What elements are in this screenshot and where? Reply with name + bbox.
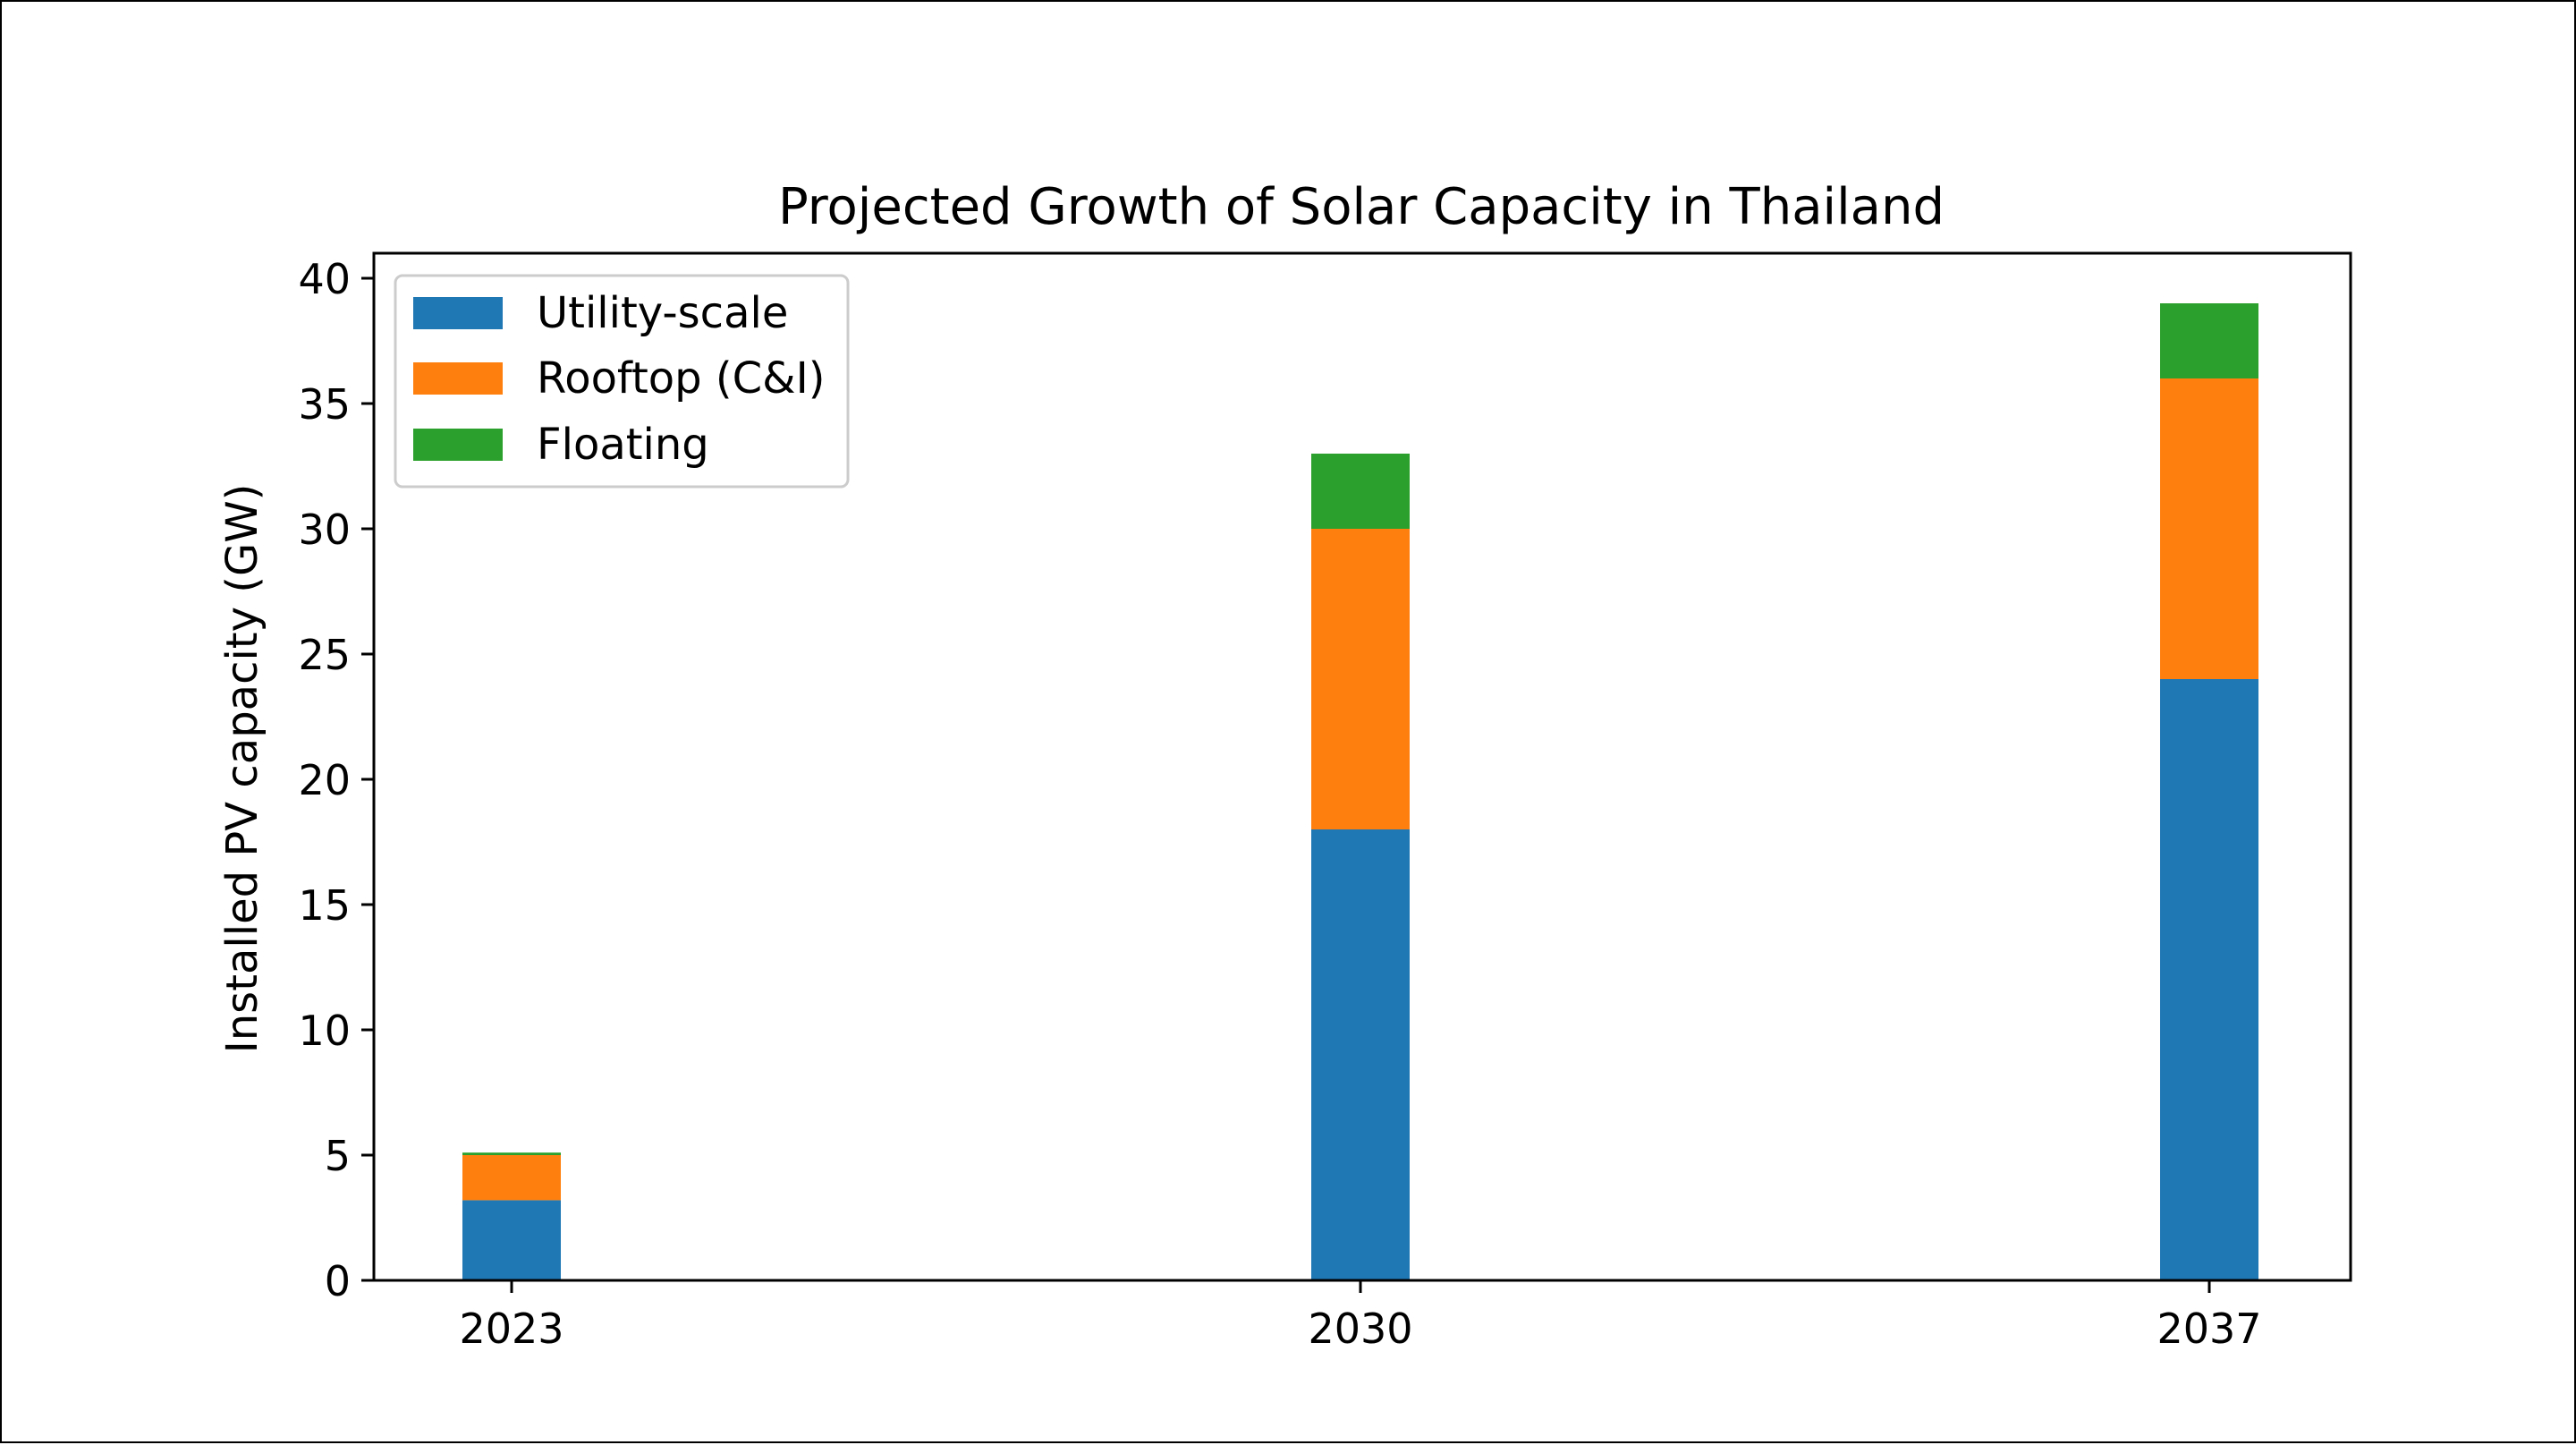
- legend-label-utility-scale: Utility-scale: [537, 288, 788, 338]
- bar-rooftop-c-i-2023: [462, 1155, 561, 1201]
- legend-label-rooftop: Rooftop (C&I): [537, 353, 825, 404]
- legend-swatch-floating: [413, 429, 503, 461]
- bar-utility-scale-2030: [1311, 829, 1410, 1280]
- x-tick-label: 2037: [2157, 1305, 2261, 1353]
- bar-utility-scale-2037: [2160, 679, 2258, 1280]
- y-tick-label: 15: [298, 881, 351, 930]
- bars-layer: [462, 303, 2258, 1280]
- y-tick-label: 20: [298, 756, 351, 804]
- y-tick-label: 5: [325, 1132, 351, 1180]
- y-axis-label: Installed PV capacity (GW): [217, 484, 267, 1054]
- y-axis-ticks: 0 5 10 15 20 25 30 35 40: [298, 255, 374, 1305]
- legend: Utility-scale Rooftop (C&I) Floating: [394, 274, 850, 489]
- bar-rooftop-c-i-2037: [2160, 378, 2258, 679]
- legend-swatch-rooftop: [413, 362, 503, 395]
- bar-floating-2023: [462, 1152, 561, 1155]
- y-tick-label: 25: [298, 631, 351, 679]
- y-tick-label: 40: [298, 255, 351, 303]
- x-tick-label: 2023: [459, 1305, 564, 1353]
- y-tick-label: 35: [298, 380, 351, 429]
- x-tick-label: 2030: [1308, 1305, 1412, 1353]
- bar-floating-2030: [1311, 454, 1410, 529]
- bar-floating-2037: [2160, 303, 2258, 378]
- legend-frame: [394, 274, 850, 489]
- axes-layer: [372, 251, 2352, 1282]
- bar-utility-scale-2023: [462, 1200, 561, 1280]
- y-tick-label: 30: [298, 506, 351, 554]
- legend-label-floating: Floating: [537, 420, 709, 470]
- chart-title: Projected Growth of Solar Capacity in Th…: [778, 178, 1945, 236]
- legend-swatch-utility-scale: [413, 297, 503, 329]
- plot-frame: [372, 251, 2352, 1282]
- y-tick-label: 10: [298, 1007, 351, 1055]
- x-axis-ticks: 2023 2030 2037: [459, 1280, 2262, 1353]
- bar-rooftop-c-i-2030: [1311, 529, 1410, 829]
- y-tick-label: 0: [325, 1257, 351, 1305]
